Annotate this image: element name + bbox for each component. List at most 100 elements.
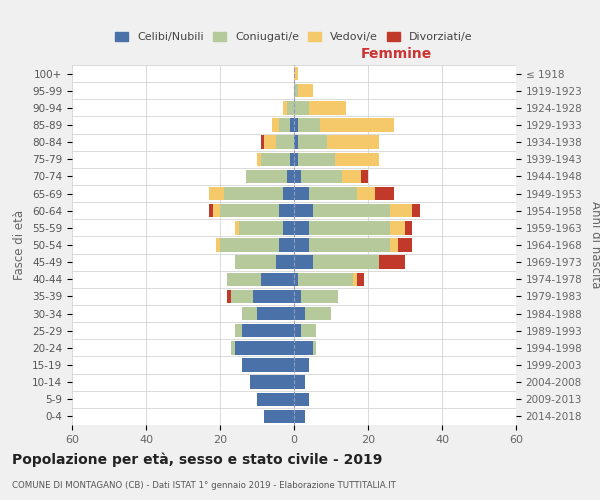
Bar bbox=[313, 341, 316, 354]
Bar bbox=[390, 204, 412, 218]
Bar bbox=[283, 187, 294, 200]
Bar bbox=[294, 290, 301, 303]
Bar bbox=[227, 272, 260, 286]
Bar bbox=[294, 152, 298, 166]
Bar bbox=[301, 290, 338, 303]
Bar bbox=[309, 187, 357, 200]
Bar bbox=[294, 376, 305, 389]
Bar bbox=[283, 101, 287, 114]
Bar bbox=[231, 341, 235, 354]
Bar bbox=[294, 307, 305, 320]
Bar bbox=[238, 221, 283, 234]
Bar bbox=[376, 187, 394, 200]
Bar bbox=[294, 187, 309, 200]
Bar bbox=[294, 256, 313, 269]
Bar bbox=[361, 170, 368, 183]
Bar bbox=[298, 118, 320, 132]
Bar bbox=[283, 221, 294, 234]
Bar bbox=[212, 204, 220, 218]
Bar bbox=[294, 221, 309, 234]
Text: COMUNE DI MONTAGANO (CB) - Dati ISTAT 1° gennaio 2019 - Elaborazione TUTTITALIA.: COMUNE DI MONTAGANO (CB) - Dati ISTAT 1°… bbox=[12, 481, 396, 490]
Bar bbox=[390, 238, 398, 252]
Bar bbox=[224, 187, 283, 200]
Bar bbox=[379, 256, 405, 269]
Bar bbox=[298, 272, 353, 286]
Bar bbox=[287, 170, 294, 183]
Bar bbox=[209, 204, 212, 218]
Bar bbox=[309, 101, 346, 114]
Bar bbox=[357, 187, 376, 200]
Bar bbox=[294, 67, 298, 80]
Bar bbox=[357, 272, 364, 286]
Bar bbox=[235, 221, 239, 234]
Bar bbox=[309, 221, 390, 234]
Bar bbox=[257, 392, 294, 406]
Bar bbox=[235, 341, 294, 354]
Bar bbox=[294, 170, 301, 183]
Bar bbox=[313, 204, 390, 218]
Bar bbox=[220, 204, 279, 218]
Bar bbox=[294, 324, 301, 338]
Bar bbox=[405, 221, 412, 234]
Bar bbox=[335, 152, 379, 166]
Bar bbox=[260, 272, 294, 286]
Bar bbox=[294, 238, 309, 252]
Bar bbox=[265, 410, 294, 423]
Bar bbox=[390, 221, 405, 234]
Bar bbox=[294, 204, 313, 218]
Y-axis label: Fasce di età: Fasce di età bbox=[13, 210, 26, 280]
Bar bbox=[309, 238, 390, 252]
Bar bbox=[320, 118, 394, 132]
Bar bbox=[342, 170, 361, 183]
Bar bbox=[209, 187, 224, 200]
Bar bbox=[305, 307, 331, 320]
Bar bbox=[272, 118, 279, 132]
Bar bbox=[231, 290, 253, 303]
Bar bbox=[260, 136, 265, 149]
Bar bbox=[290, 118, 294, 132]
Text: Popolazione per età, sesso e stato civile - 2019: Popolazione per età, sesso e stato civil… bbox=[12, 452, 382, 467]
Bar bbox=[294, 84, 298, 98]
Bar bbox=[313, 256, 379, 269]
Bar bbox=[217, 238, 220, 252]
Bar bbox=[294, 118, 298, 132]
Bar bbox=[298, 136, 328, 149]
Bar bbox=[275, 136, 294, 149]
Legend: Celibi/Nubili, Coniugati/e, Vedovi/e, Divorziati/e: Celibi/Nubili, Coniugati/e, Vedovi/e, Di… bbox=[111, 28, 477, 46]
Bar bbox=[279, 238, 294, 252]
Bar bbox=[242, 324, 294, 338]
Bar bbox=[242, 307, 257, 320]
Bar bbox=[227, 290, 231, 303]
Bar bbox=[294, 272, 298, 286]
Bar bbox=[398, 238, 412, 252]
Bar bbox=[253, 290, 294, 303]
Bar bbox=[279, 118, 290, 132]
Bar bbox=[287, 101, 294, 114]
Bar bbox=[328, 136, 379, 149]
Bar bbox=[250, 376, 294, 389]
Bar bbox=[290, 152, 294, 166]
Bar bbox=[301, 324, 316, 338]
Bar bbox=[294, 136, 298, 149]
Bar bbox=[246, 170, 287, 183]
Bar bbox=[257, 152, 260, 166]
Bar bbox=[265, 136, 275, 149]
Bar bbox=[220, 238, 279, 252]
Bar bbox=[298, 152, 335, 166]
Y-axis label: Anni di nascita: Anni di nascita bbox=[589, 202, 600, 288]
Bar bbox=[301, 170, 342, 183]
Bar bbox=[242, 358, 294, 372]
Bar bbox=[294, 341, 313, 354]
Bar bbox=[260, 152, 290, 166]
Bar bbox=[412, 204, 420, 218]
Bar bbox=[279, 204, 294, 218]
Bar bbox=[353, 272, 357, 286]
Bar bbox=[294, 410, 305, 423]
Bar bbox=[235, 256, 275, 269]
Bar bbox=[294, 358, 309, 372]
Bar bbox=[294, 101, 309, 114]
Bar bbox=[275, 256, 294, 269]
Text: Femmine: Femmine bbox=[361, 48, 432, 62]
Bar bbox=[294, 392, 309, 406]
Bar bbox=[257, 307, 294, 320]
